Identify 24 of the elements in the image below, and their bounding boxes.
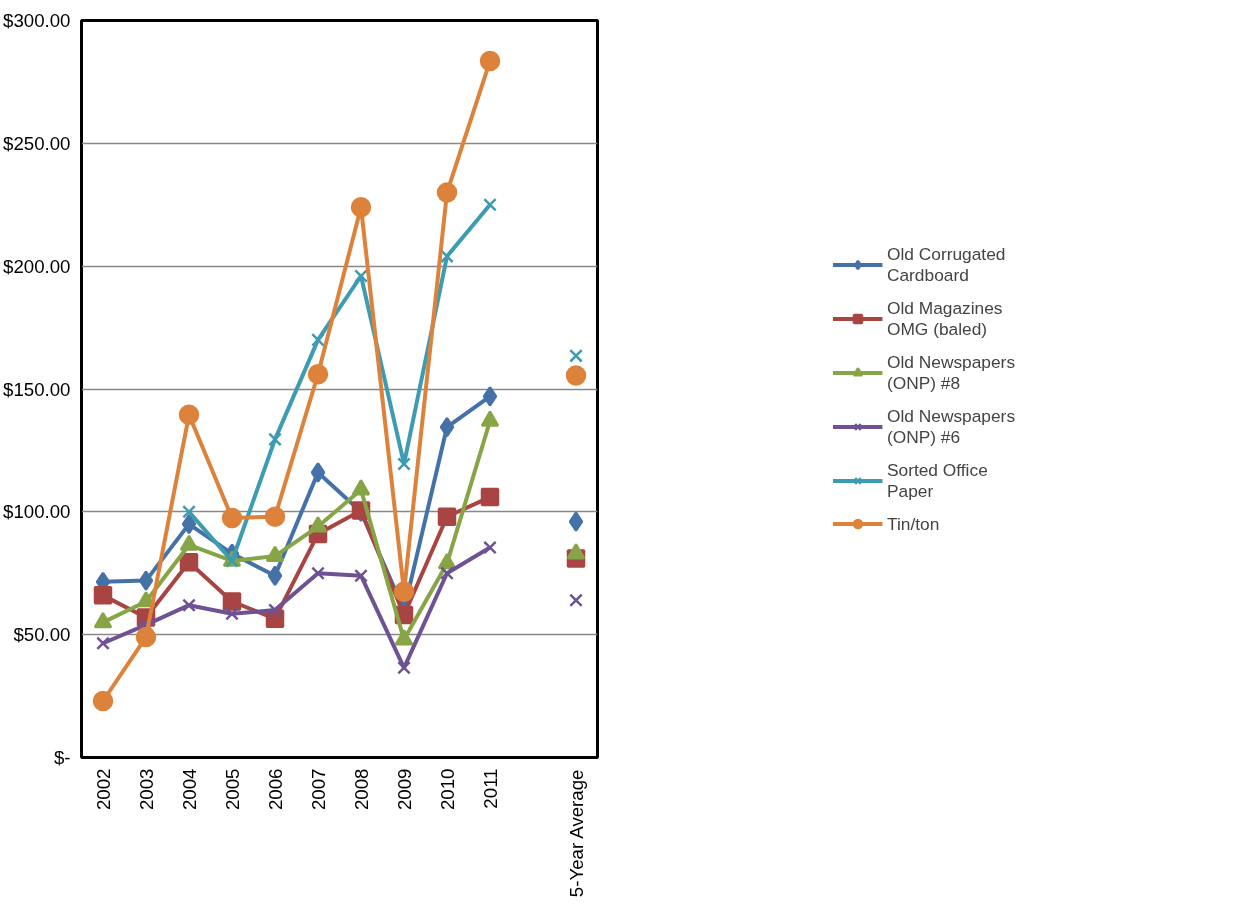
x-tick-label: 2008 — [350, 768, 372, 810]
y-tick-label: $50.00 — [13, 624, 71, 646]
x-tick-label: 2010 — [436, 768, 458, 810]
y-tick-label: $- — [53, 747, 71, 768]
y-tick-label: $300.00 — [3, 10, 71, 31]
x-tick-label: 5-Year Average — [565, 769, 587, 898]
legend-label: Sorted Office Paper — [886, 459, 988, 501]
x-tick-label: 2005 — [221, 768, 243, 810]
legend-label: Old Corrugated Cardboard — [886, 243, 1006, 285]
y-tick-label: $100.00 — [3, 501, 71, 523]
legend-label: Old Newspapers (ONP) #6 — [886, 405, 1016, 447]
x-tick-label: 2002 — [92, 768, 114, 810]
x-tick-label: 2011 — [479, 768, 501, 809]
x-tick-label: 2009 — [393, 768, 415, 810]
y-tick-label: $200.00 — [3, 255, 71, 277]
legend-label: Tin/ton — [886, 513, 940, 534]
x-tick-label: 2007 — [307, 768, 329, 810]
y-tick-label: $250.00 — [3, 132, 71, 154]
x-tick-label: 2004 — [178, 768, 200, 810]
legend-label: Old Newspapers (ONP) #8 — [886, 351, 1016, 393]
x-tick-label: 2006 — [264, 768, 286, 810]
legend-label: Old Magazines OMG (baled) — [886, 297, 1003, 339]
x-tick-label: 2003 — [135, 768, 157, 810]
y-tick-label: $150.00 — [3, 378, 71, 400]
